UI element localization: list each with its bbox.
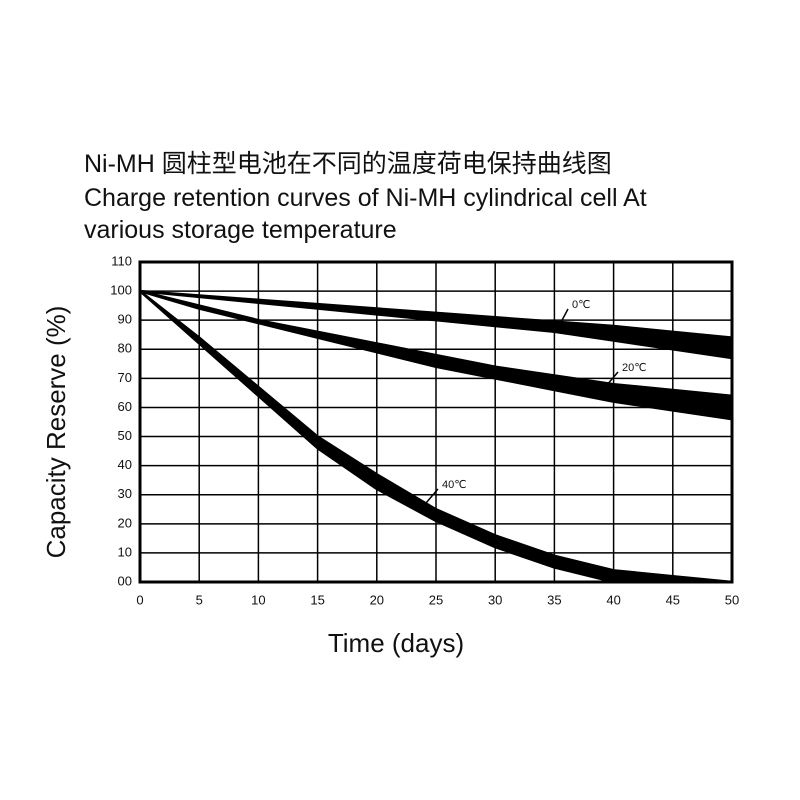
x-tick-label: 35 (547, 592, 561, 607)
x-tick-label: 5 (196, 592, 203, 607)
band-label: 40℃ (442, 479, 467, 491)
y-tick-label: 100 (110, 283, 132, 298)
y-tick-label: 70 (118, 370, 132, 385)
chart-title: Ni-MH 圆柱型电池在不同的温度荷电保持曲线图 (84, 150, 612, 178)
y-tick-label: 110 (111, 253, 132, 268)
retention-band (138, 289, 734, 421)
x-tick-label: 50 (725, 592, 739, 607)
x-tick-label: 40 (606, 592, 620, 607)
y-tick-label: 00 (118, 573, 132, 588)
y-tick-label: 80 (118, 341, 132, 356)
y-axis-label: Capacity Reserve (%) (41, 306, 71, 559)
x-tick-label: 0 (136, 592, 143, 607)
chart-title: various storage temperature (84, 216, 397, 244)
chart-title: Charge retention curves of Ni-MH cylindr… (84, 184, 647, 212)
y-tick-label: 50 (118, 428, 132, 443)
annotation-leader (559, 308, 569, 325)
y-tick-label: 20 (118, 515, 132, 530)
y-tick-label: 40 (118, 457, 132, 472)
y-tick-label: 30 (118, 486, 132, 501)
x-tick-label: 25 (429, 592, 443, 607)
x-axis-label: Time (days) (328, 628, 464, 658)
band-label: 0℃ (572, 299, 590, 311)
annotation-leader (605, 371, 619, 387)
x-tick-label: 15 (310, 592, 324, 607)
y-tick-label: 10 (118, 544, 132, 559)
y-tick-label: 60 (118, 399, 132, 414)
x-tick-label: 45 (666, 592, 680, 607)
band-label: 20℃ (622, 362, 647, 374)
annotation-leader (425, 488, 439, 504)
retention-band (138, 289, 734, 584)
x-tick-label: 30 (488, 592, 502, 607)
retention-band (138, 289, 734, 360)
plot-border (138, 260, 734, 584)
x-tick-label: 10 (251, 592, 265, 607)
x-tick-label: 20 (370, 592, 384, 607)
y-tick-label: 90 (118, 312, 132, 327)
